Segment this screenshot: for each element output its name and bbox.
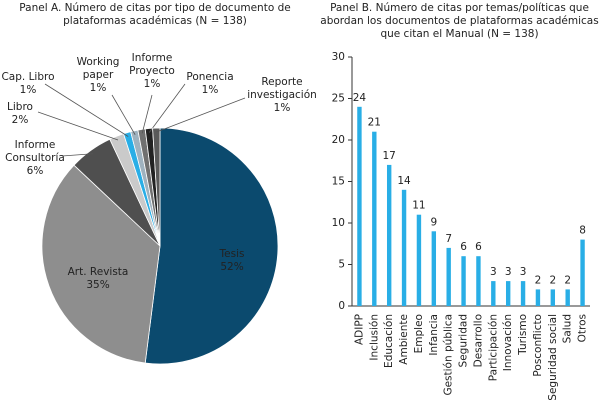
bar xyxy=(580,239,585,306)
value-label: 2 xyxy=(535,274,542,286)
x-tick-label: Seguridad social xyxy=(547,314,559,401)
slice-value-label: 35% xyxy=(86,279,109,291)
slice-label: Informe Proyecto xyxy=(129,52,175,77)
leader-line xyxy=(141,94,153,134)
y-tick-label: 5 xyxy=(338,259,345,271)
bar xyxy=(357,106,362,306)
slice-label: Reporte investigación xyxy=(247,76,317,101)
value-label: 2 xyxy=(564,274,571,286)
slice-value-label: 1% xyxy=(144,78,161,90)
slice-label: Ponencia xyxy=(186,71,233,83)
x-tick-label: Otros xyxy=(577,314,589,342)
value-label: 6 xyxy=(460,241,467,253)
slice-value-label: 52% xyxy=(220,261,243,273)
bar xyxy=(491,281,496,306)
leader-line xyxy=(37,111,119,141)
value-label: 8 xyxy=(579,225,586,237)
bar xyxy=(446,247,451,306)
bar xyxy=(416,214,422,306)
value-label: 24 xyxy=(353,92,367,104)
x-tick-label: Desarrollo xyxy=(472,314,484,367)
x-tick-label: ADIPP xyxy=(353,314,365,345)
x-tick-label: Posconflicto xyxy=(532,314,544,377)
bar xyxy=(386,164,392,306)
x-tick-label: Inclusión xyxy=(368,314,380,361)
value-label: 6 xyxy=(475,241,482,253)
leader-line xyxy=(44,83,129,137)
pie-slice xyxy=(144,127,279,365)
y-tick-label: 10 xyxy=(332,217,345,229)
slice-value-label: 1% xyxy=(20,84,37,96)
x-tick-label: Innovación xyxy=(502,314,514,371)
panel-b-title: Panel B. Número de citas por temas/polít… xyxy=(320,2,599,40)
value-label: 14 xyxy=(397,175,411,187)
value-label: 2 xyxy=(549,274,556,286)
leader-line xyxy=(148,83,186,133)
slice-value-label: 6% xyxy=(27,165,44,177)
slice-value-label: 2% xyxy=(12,114,29,126)
y-tick-label: 20 xyxy=(332,134,345,146)
bar xyxy=(401,189,407,306)
bar xyxy=(565,289,570,306)
slice-label: Tesis xyxy=(219,248,245,260)
x-tick-label: Infancia xyxy=(428,314,440,356)
x-tick-label: Seguridad xyxy=(458,314,470,367)
slice-label: Informe Consultoría xyxy=(5,139,65,164)
slice-label: Cap. Libro xyxy=(1,71,54,83)
value-label: 3 xyxy=(505,266,512,278)
bar xyxy=(535,289,541,306)
leader-line xyxy=(61,153,94,157)
bar xyxy=(520,281,526,306)
bar xyxy=(550,289,556,306)
pie-slice xyxy=(41,164,161,364)
value-label: 3 xyxy=(490,266,497,278)
leader-line xyxy=(111,94,136,135)
y-tick-label: 0 xyxy=(338,300,345,312)
bar xyxy=(476,256,481,306)
x-tick-label: Empleo xyxy=(413,314,425,353)
y-tick-label: 15 xyxy=(332,176,345,188)
value-label: 11 xyxy=(412,200,425,212)
x-tick-label: Participación xyxy=(487,314,499,381)
pie-slice xyxy=(152,127,161,247)
x-tick-label: Gestión pública xyxy=(443,314,455,396)
x-tick-label: Educación xyxy=(383,314,395,368)
value-label: 9 xyxy=(430,216,437,228)
value-label: 3 xyxy=(520,266,527,278)
x-tick-label: Ambiente xyxy=(398,314,410,365)
slice-label: Art. Revista xyxy=(68,266,129,278)
slice-value-label: 1% xyxy=(202,84,219,96)
slice-value-label: 1% xyxy=(90,82,107,94)
value-label: 7 xyxy=(445,233,452,245)
bar xyxy=(505,281,511,306)
x-tick-label: Turismo xyxy=(517,314,529,356)
bar xyxy=(461,256,466,306)
slice-label: Working paper xyxy=(77,56,120,81)
value-label: 21 xyxy=(368,117,381,129)
bar xyxy=(372,131,377,306)
y-tick-label: 25 xyxy=(332,93,345,105)
slice-label: Libro xyxy=(7,101,33,113)
panel-a-title: Panel A. Número de citas por tipo de doc… xyxy=(19,2,291,27)
leader-line xyxy=(156,97,246,133)
y-tick-label: 30 xyxy=(332,51,345,63)
x-tick-label: Salud xyxy=(562,314,574,343)
value-label: 17 xyxy=(383,150,396,162)
bar xyxy=(431,231,437,306)
slice-value-label: 1% xyxy=(274,102,291,114)
